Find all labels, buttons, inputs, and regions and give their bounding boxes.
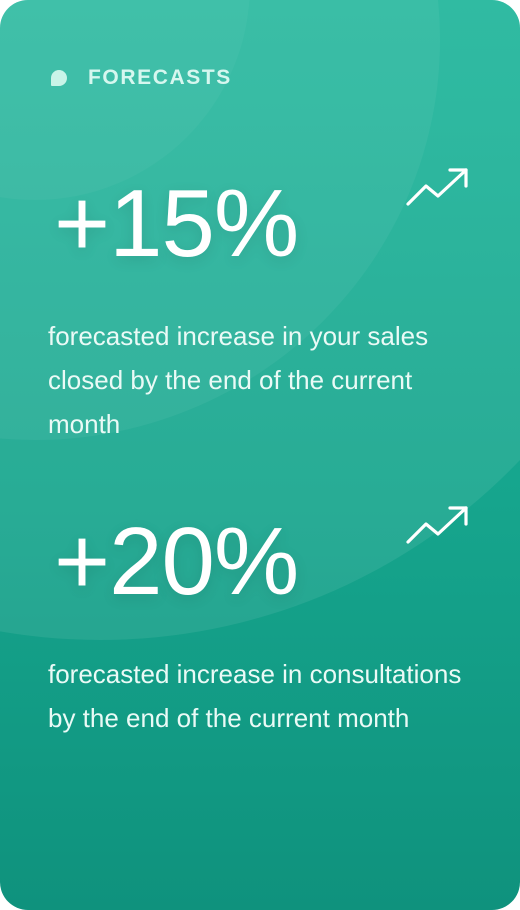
- card-title: FORECASTS: [88, 66, 232, 89]
- stat-value-sales: +15%: [54, 170, 299, 277]
- stat-description-consultations: forecasted increase in consultations by …: [48, 659, 462, 733]
- card-header: FORECASTS: [50, 64, 232, 92]
- chat-bubble-icon: [51, 70, 67, 86]
- trending-up-icon: [406, 168, 468, 206]
- stat-value-consultations: +20%: [54, 508, 299, 615]
- trending-up-icon: [406, 506, 468, 544]
- stat-description-sales: forecasted increase in your sales closed…: [48, 321, 429, 439]
